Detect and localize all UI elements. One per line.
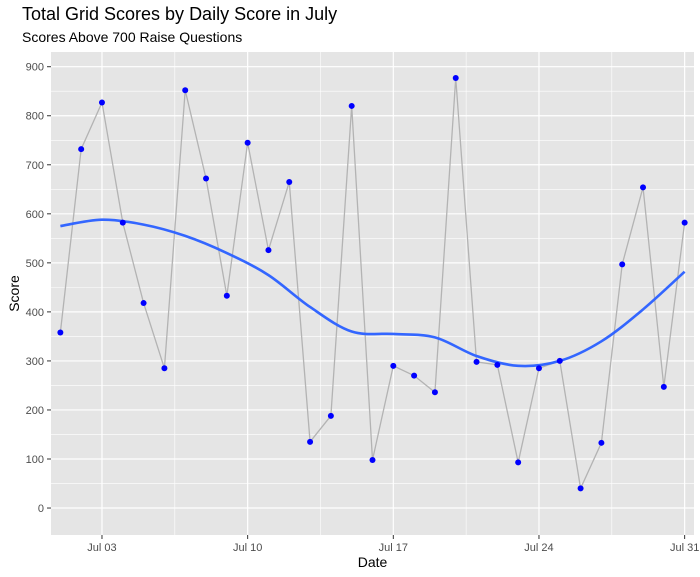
data-point [265,247,272,254]
data-point [348,102,355,109]
data-point [182,87,189,94]
data-point [161,365,168,372]
data-point [556,357,563,364]
data-point [244,139,251,146]
data-point [286,178,293,185]
data-point [57,329,64,336]
x-tick-label: Jul 24 [524,542,553,554]
y-tick-label: 100 [26,454,44,466]
data-point [660,383,667,390]
chart-subtitle: Scores Above 700 Raise Questions [22,29,243,45]
data-point [535,365,542,372]
x-tick-label: Jul 03 [87,542,116,554]
y-tick-label: 300 [26,356,44,368]
data-point [473,358,480,365]
data-point [515,459,522,466]
data-point [452,74,459,81]
y-tick-label: 600 [26,209,44,221]
x-tick-label: Jul 31 [670,542,699,554]
y-tick-label: 800 [26,111,44,123]
x-tick-label: Jul 17 [379,542,408,554]
data-point [327,412,334,419]
data-point [390,362,397,369]
data-point [640,184,647,191]
y-tick-label: 400 [26,307,44,319]
data-point [307,438,314,445]
y-tick-label: 700 [26,160,44,172]
data-point [223,292,230,299]
data-point [681,219,688,226]
x-tick-label: Jul 10 [233,542,262,554]
data-point [431,389,438,396]
smooth-curve [60,218,686,368]
x-axis-title: Date [358,554,388,570]
y-axis-title: Score [6,275,22,312]
y-tick-label: 500 [26,258,44,270]
data-point [369,456,376,463]
data-point [98,99,105,106]
chart-title: Total Grid Scores by Daily Score in July [22,4,338,24]
data-point [619,261,626,268]
y-tick-label: 900 [26,62,44,74]
y-tick-label: 0 [38,503,44,515]
data-point [494,361,501,368]
data-point [140,300,147,307]
data-point [577,485,584,492]
data-point [119,219,126,226]
y-tick-label: 200 [26,405,44,417]
data-point [598,439,605,446]
data-point [78,146,85,153]
data-point [203,175,210,182]
data-point [411,372,418,379]
